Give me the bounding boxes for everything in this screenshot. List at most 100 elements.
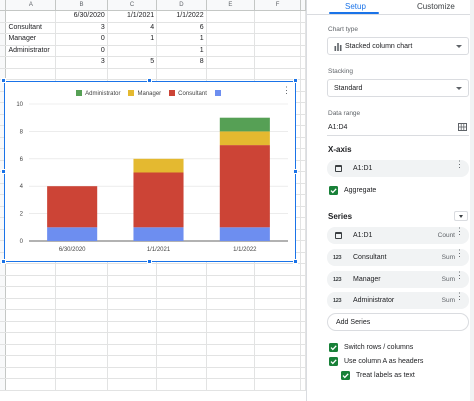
cell[interactable] bbox=[55, 68, 108, 80]
cell[interactable]: 1 bbox=[156, 45, 207, 57]
cell[interactable] bbox=[107, 378, 158, 391]
cell[interactable] bbox=[206, 10, 256, 23]
cell[interactable] bbox=[206, 298, 256, 310]
series-chip[interactable]: 123 Consultant Sum ⋮ bbox=[327, 249, 469, 266]
cell[interactable] bbox=[254, 10, 301, 23]
row-header[interactable] bbox=[0, 309, 7, 322]
cell[interactable] bbox=[254, 56, 301, 69]
cell[interactable] bbox=[254, 367, 301, 379]
cell[interactable] bbox=[107, 367, 158, 379]
chart[interactable]: Administrator Manager Consultant ⋮ 0 2 4 6 8 10… bbox=[4, 81, 296, 262]
row-header[interactable] bbox=[0, 378, 7, 391]
more-options-icon[interactable]: ⋮ bbox=[455, 270, 464, 280]
cell[interactable] bbox=[107, 332, 158, 345]
cell[interactable]: 1/1/2021 bbox=[107, 10, 158, 23]
cell[interactable] bbox=[156, 286, 207, 299]
select-range-grid-icon[interactable] bbox=[458, 123, 467, 131]
legend-item[interactable] bbox=[214, 90, 224, 97]
cell[interactable]: 6/30/2020 bbox=[55, 10, 108, 23]
cell[interactable]: 8 bbox=[156, 56, 207, 69]
cell[interactable]: Manager bbox=[5, 33, 57, 46]
cell[interactable] bbox=[206, 275, 256, 287]
row-header[interactable] bbox=[0, 56, 7, 69]
row-header[interactable] bbox=[0, 33, 7, 46]
switch-rows-columns-checkbox[interactable] bbox=[329, 343, 338, 352]
cell[interactable] bbox=[156, 332, 207, 345]
row-header[interactable] bbox=[0, 10, 7, 23]
cell[interactable] bbox=[55, 344, 108, 356]
cell[interactable]: 1 bbox=[107, 33, 158, 46]
cell[interactable] bbox=[206, 309, 256, 322]
cell[interactable] bbox=[206, 378, 256, 391]
more-options-icon[interactable]: ⋮ bbox=[455, 291, 464, 301]
row-header[interactable] bbox=[0, 344, 7, 356]
cell[interactable] bbox=[254, 332, 301, 345]
cell[interactable] bbox=[254, 286, 301, 299]
cell[interactable] bbox=[107, 263, 158, 276]
column-header[interactable]: F bbox=[254, 0, 301, 11]
more-options-icon[interactable]: ⋮ bbox=[455, 159, 464, 169]
series-dropdown-button[interactable] bbox=[454, 211, 468, 221]
row-header[interactable] bbox=[0, 45, 7, 57]
cell[interactable] bbox=[55, 367, 108, 379]
cell[interactable] bbox=[206, 367, 256, 379]
series-aggregate[interactable]: Sum bbox=[441, 276, 455, 283]
cell[interactable] bbox=[5, 68, 57, 80]
cell[interactable] bbox=[156, 68, 207, 80]
cell[interactable] bbox=[156, 309, 207, 322]
cell[interactable] bbox=[5, 275, 57, 287]
cell[interactable] bbox=[107, 309, 158, 322]
legend-item[interactable]: Administrator bbox=[76, 90, 120, 97]
cell[interactable]: Consultant bbox=[5, 22, 57, 34]
row-header[interactable] bbox=[0, 22, 7, 34]
cell[interactable] bbox=[156, 344, 207, 356]
series-aggregate[interactable]: Sum bbox=[441, 254, 455, 261]
cell[interactable]: Administrator bbox=[5, 45, 57, 57]
legend-item[interactable]: Manager bbox=[128, 90, 161, 97]
cell[interactable] bbox=[254, 33, 301, 46]
cell[interactable] bbox=[5, 321, 57, 333]
cell[interactable] bbox=[55, 321, 108, 333]
row-header[interactable] bbox=[0, 298, 7, 310]
cell[interactable] bbox=[156, 378, 207, 391]
cell[interactable] bbox=[206, 332, 256, 345]
cell[interactable] bbox=[107, 355, 158, 368]
cell[interactable] bbox=[55, 378, 108, 391]
panel-scrollbar[interactable] bbox=[470, 0, 474, 401]
cell[interactable] bbox=[5, 344, 57, 356]
aggregate-checkbox[interactable] bbox=[329, 186, 338, 195]
cell[interactable] bbox=[107, 275, 158, 287]
use-column-a-headers-checkbox[interactable] bbox=[329, 357, 338, 366]
cell[interactable] bbox=[206, 22, 256, 34]
cell[interactable] bbox=[5, 263, 57, 276]
xaxis-chip[interactable]: A1:D1 ⋮ bbox=[327, 160, 469, 177]
cell[interactable] bbox=[55, 275, 108, 287]
cell[interactable] bbox=[156, 355, 207, 368]
cell[interactable] bbox=[55, 298, 108, 310]
cell[interactable] bbox=[55, 355, 108, 368]
cell[interactable] bbox=[206, 355, 256, 368]
legend-item[interactable]: Consultant bbox=[169, 90, 207, 97]
resize-handle[interactable] bbox=[1, 169, 6, 174]
cell[interactable] bbox=[107, 286, 158, 299]
cell[interactable] bbox=[156, 263, 207, 276]
cell[interactable] bbox=[55, 263, 108, 276]
more-options-icon[interactable]: ⋮ bbox=[455, 226, 464, 236]
cell[interactable] bbox=[156, 298, 207, 310]
cell[interactable] bbox=[206, 286, 256, 299]
cell[interactable] bbox=[55, 332, 108, 345]
resize-handle[interactable] bbox=[1, 78, 6, 83]
cell[interactable] bbox=[254, 298, 301, 310]
cell[interactable] bbox=[206, 321, 256, 333]
series-chip[interactable]: 123 Administrator Sum ⋮ bbox=[327, 292, 469, 309]
cell[interactable] bbox=[5, 332, 57, 345]
cell[interactable]: 1 bbox=[156, 33, 207, 46]
cell[interactable]: 6 bbox=[156, 22, 207, 34]
chart-type-select[interactable]: Stacked column chart bbox=[327, 37, 469, 55]
cell[interactable] bbox=[107, 68, 158, 80]
row-header[interactable] bbox=[0, 332, 7, 345]
cell[interactable] bbox=[107, 298, 158, 310]
column-header[interactable]: C bbox=[107, 0, 158, 11]
cell[interactable] bbox=[206, 263, 256, 276]
series-chip[interactable]: A1:D1 Count ⋮ bbox=[327, 227, 469, 244]
